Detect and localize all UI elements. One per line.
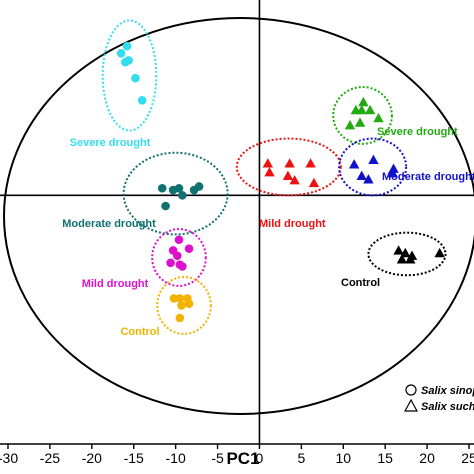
data-point-triangle — [264, 167, 275, 177]
data-point-circle — [137, 96, 147, 105]
group-ellipse-layer — [101, 19, 447, 335]
data-point-triangle — [289, 175, 300, 185]
data-point-triangle — [393, 245, 404, 255]
data-point-triangle — [434, 247, 445, 258]
data-point-circle — [175, 294, 185, 303]
data-point-triangle — [356, 170, 367, 180]
axes-layer — [0, 0, 474, 445]
data-point-triangle — [354, 117, 366, 127]
data-point-circle — [166, 258, 175, 268]
legend-circle-icon — [405, 384, 417, 396]
group-ellipse — [101, 19, 158, 132]
data-point-circle — [131, 73, 140, 83]
group-label: Control — [341, 277, 380, 289]
group-ellipse — [151, 228, 207, 287]
data-point-triangle — [284, 158, 295, 168]
data-point-circle — [116, 48, 126, 58]
data-point-circle — [122, 41, 132, 51]
data-point-triangle — [364, 104, 376, 115]
x-axis-title: PC1 — [226, 449, 259, 468]
data-point-circle — [157, 183, 167, 193]
data-point-triangle — [358, 96, 369, 107]
group-ellipse — [332, 86, 393, 145]
group-ellipse — [122, 151, 229, 236]
legend-triangle-icon — [403, 398, 419, 412]
data-point-triangle — [388, 163, 399, 173]
data-point-triangle — [363, 174, 374, 184]
data-point-circle — [184, 299, 194, 308]
x-tick-label: 20 — [419, 450, 435, 466]
data-point-triangle — [368, 154, 379, 164]
data-point-circle — [173, 251, 182, 261]
legend: Salix sinop Salix suche — [403, 384, 474, 413]
x-tick-label: -10 — [166, 450, 186, 466]
group-ellipse — [235, 137, 342, 197]
x-tick-label: -5 — [211, 450, 224, 466]
data-point-circle — [177, 301, 186, 310]
group-label: Mild drought — [82, 278, 149, 290]
data-point-triangle — [400, 247, 411, 258]
data-point-triangle — [373, 112, 384, 123]
x-tick-label: -20 — [82, 450, 102, 466]
group-label: Moderate drought — [382, 171, 474, 183]
data-point-circle — [174, 235, 184, 245]
x-tick-label: 10 — [335, 450, 351, 466]
group-label-layer: Severe drought Moderate drought Mild droug… — [62, 126, 474, 338]
data-point-circle — [178, 191, 187, 200]
legend-label: Salix suche — [421, 401, 474, 413]
x-tick-label: 5 — [297, 450, 305, 466]
group-label: Moderate drought — [62, 218, 156, 230]
data-point-circle — [161, 201, 170, 211]
group-ellipse — [367, 231, 447, 277]
x-tick-layer: -30 -25 -20 -15 -10 -5 0 5 10 15 20 25 — [0, 444, 474, 466]
group-label: Mild drought — [259, 218, 326, 230]
data-point-triangle — [308, 177, 320, 188]
data-point-triangle — [305, 158, 316, 168]
x-tick-label: -30 — [0, 450, 18, 466]
hotelling-ellipse — [3, 17, 474, 415]
hotelling-ellipse-layer — [3, 17, 474, 415]
data-point-circle — [175, 313, 185, 323]
data-point-circle — [194, 182, 204, 191]
data-point-triangle — [282, 170, 294, 180]
data-point-triangle — [262, 158, 274, 168]
data-point-circle — [174, 183, 184, 193]
data-point-triangle — [396, 254, 408, 264]
group-ellipse — [156, 276, 212, 335]
group-label: Control — [120, 326, 159, 338]
x-tick-label: -15 — [124, 450, 144, 466]
points-layer — [116, 41, 445, 323]
legend-label: Salix sinop — [421, 385, 474, 397]
x-tick-label: 25 — [461, 450, 474, 466]
data-point-triangle — [344, 120, 356, 130]
group-label: Severe drought — [70, 137, 151, 149]
data-point-circle — [178, 262, 187, 271]
x-tick-label: -25 — [40, 450, 60, 466]
group-label: Severe drought — [377, 126, 458, 138]
data-point-circle — [184, 244, 194, 253]
group-ellipse — [338, 137, 408, 197]
x-tick-label: 0 — [256, 450, 264, 466]
data-point-triangle — [356, 104, 367, 115]
data-point-triangle — [348, 159, 360, 169]
data-point-triangle — [405, 254, 416, 264]
data-point-circle — [124, 56, 133, 65]
x-tick-label: 15 — [377, 450, 393, 466]
